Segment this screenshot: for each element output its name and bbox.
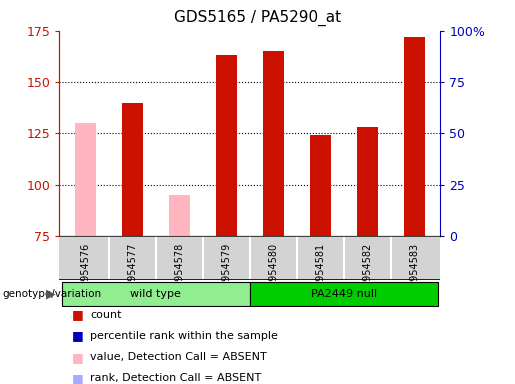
- Text: wild type: wild type: [130, 289, 181, 299]
- Text: ▶: ▶: [46, 287, 56, 300]
- Bar: [62, 282, 250, 306]
- Text: rank, Detection Call = ABSENT: rank, Detection Call = ABSENT: [90, 373, 262, 383]
- Text: ■: ■: [72, 329, 84, 343]
- Text: GSM954580: GSM954580: [268, 243, 278, 302]
- Text: GSM954579: GSM954579: [221, 243, 231, 302]
- Bar: [310, 136, 331, 236]
- Text: ■: ■: [72, 351, 84, 364]
- Text: GSM954577: GSM954577: [127, 243, 137, 302]
- Bar: [263, 51, 284, 236]
- Text: percentile rank within the sample: percentile rank within the sample: [90, 331, 278, 341]
- Bar: [357, 127, 378, 236]
- Bar: [216, 55, 237, 236]
- Text: GDS5165 / PA5290_at: GDS5165 / PA5290_at: [174, 10, 341, 26]
- Bar: [122, 103, 143, 236]
- Text: count: count: [90, 310, 122, 320]
- Bar: [168, 195, 190, 236]
- Text: PA2449 null: PA2449 null: [311, 289, 377, 299]
- Text: GSM954578: GSM954578: [174, 243, 184, 302]
- Text: GSM954576: GSM954576: [80, 243, 90, 302]
- Text: ■: ■: [72, 372, 84, 384]
- Text: GSM954581: GSM954581: [315, 243, 325, 302]
- Text: ■: ■: [72, 308, 84, 321]
- Bar: [404, 37, 425, 236]
- Bar: [75, 123, 96, 236]
- Text: value, Detection Call = ABSENT: value, Detection Call = ABSENT: [90, 352, 267, 362]
- Bar: [250, 282, 438, 306]
- Text: genotype/variation: genotype/variation: [3, 289, 101, 299]
- Text: GSM954582: GSM954582: [363, 243, 372, 302]
- Text: GSM954583: GSM954583: [409, 243, 419, 302]
